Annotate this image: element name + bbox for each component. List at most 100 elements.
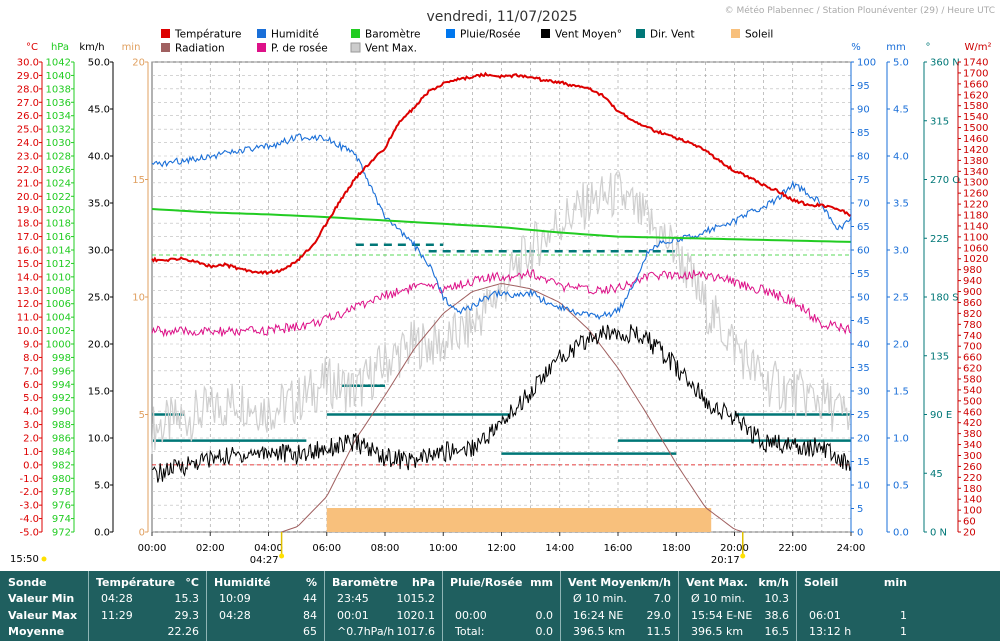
wind-tick-label: 10.0 (88, 434, 110, 445)
barometer-tick-label: 1032 (46, 125, 71, 136)
legend-label: Soleil (745, 29, 773, 41)
barometer-tick-label: 986 (52, 434, 71, 445)
stats-cell: 29.3 (174, 609, 200, 622)
legend-label: Baromètre (365, 29, 421, 41)
wind-tick-label: 35.0 (88, 199, 110, 210)
temperature-tick-label: 8.0 (23, 353, 39, 364)
barometer-tick-label: 980 (52, 474, 71, 485)
unit-rain: mm (886, 42, 905, 53)
sunshine-tick-label: 10 (132, 293, 145, 304)
radiation-tick-label: 500 (963, 396, 982, 407)
wind-tick-label: 20.0 (88, 340, 110, 351)
stats-column: Pluie/Rosée mm 00:00 0.0 Total: 0.0 (442, 571, 561, 641)
legend-swatch (541, 29, 550, 38)
temperature-tick-label: 30.0 (17, 58, 39, 69)
radiation-tick-label: 660 (963, 353, 982, 364)
radiation-tick-label: 900 (963, 287, 982, 298)
stats-cell: min (883, 576, 907, 589)
temperature-tick-label: 0.0 (23, 460, 39, 471)
stats-cell: km/h (640, 576, 671, 589)
rain-tick-label: 4.0 (893, 152, 909, 163)
stats-cell: 84 (303, 609, 317, 622)
humidity-tick-label: 65 (857, 222, 870, 233)
stats-cell: Ø 10 min. (573, 592, 627, 605)
temperature-tick-label: -5.0 (19, 528, 39, 539)
barometer-tick-label: 1038 (46, 84, 71, 95)
stats-cell: 15:54 E-NE (691, 609, 753, 622)
temperature-tick-label: 24.0 (17, 138, 39, 149)
chart-title: vendredi, 11/07/2025 (426, 9, 577, 25)
barometer-tick-label: 1042 (46, 58, 71, 69)
radiation-tick-label: 940 (963, 276, 982, 287)
barometer-tick-label: 982 (52, 460, 71, 471)
stats-cell: hPa (411, 576, 435, 589)
temperature-tick-label: 27.0 (17, 98, 39, 109)
stats-cell: mm (530, 576, 553, 589)
stats-cell: 396.5 km (691, 625, 744, 638)
barometer-tick-label: 1026 (46, 165, 71, 176)
humidity-tick-label: 75 (857, 175, 870, 186)
barometer-tick-label: 974 (52, 514, 71, 525)
radiation-tick-label: 740 (963, 331, 982, 342)
wind-tick-label: 5.0 (94, 481, 110, 492)
stats-cell: Valeur Min (8, 592, 75, 605)
humidity-tick-label: 90 (857, 105, 870, 116)
sunset-icon (740, 553, 746, 559)
temperature-tick-label: 9.0 (23, 340, 39, 351)
direction-tick-label: 225 (930, 234, 949, 245)
barometer-tick-label: 1010 (46, 272, 71, 283)
series-p-de-rosée (151, 268, 852, 338)
legend-swatch (636, 29, 645, 38)
radiation-tick-label: 300 (963, 451, 982, 462)
legend-swatch (731, 29, 740, 38)
stats-cell: 0.0 (535, 609, 554, 622)
stats-column: Vent Moyen km/h Ø 10 min. 7.0 16:24 NE 29.0 39… (560, 571, 679, 641)
unit-baro: hPa (51, 42, 69, 53)
rain-tick-label: 0.5 (893, 481, 909, 492)
x-tick-label: 06:00 (312, 543, 341, 554)
radiation-tick-label: 260 (963, 462, 982, 473)
unit-dir: ° (926, 42, 931, 53)
stats-cell: 1 (900, 625, 907, 638)
barometer-tick-label: 988 (52, 420, 71, 431)
x-tick-label: 22:00 (778, 543, 807, 554)
wind-tick-label: 40.0 (88, 152, 110, 163)
humidity-tick-label: 60 (857, 246, 870, 257)
barometer-tick-label: 996 (52, 366, 71, 377)
stats-cell: 10.3 (764, 592, 790, 605)
stats-cell: 11.5 (646, 625, 672, 638)
temperature-tick-label: 4.0 (23, 407, 39, 418)
legend-swatch (351, 29, 360, 38)
temperature-tick-label: -4.0 (19, 514, 39, 525)
series-humidité (151, 133, 852, 321)
radiation-tick-label: 340 (963, 440, 982, 451)
stats-column: Vent Max. km/h Ø 10 min. 10.3 15:54 E-NE 38.6… (678, 571, 797, 641)
stats-cell: 00:01 (337, 609, 369, 622)
series-température (151, 71, 852, 276)
radiation-tick-label: 1180 (963, 211, 988, 222)
copyright: © Météo Plabennec / Station Plounéventer… (725, 5, 995, 16)
stats-cell: 23:45 (337, 592, 369, 605)
wind-tick-label: 0.0 (94, 528, 110, 539)
humidity-tick-label: 45 (857, 316, 870, 327)
x-tick-label: 10:00 (429, 543, 458, 554)
humidity-tick-label: 95 (857, 81, 870, 92)
temperature-tick-label: -1.0 (19, 474, 39, 485)
stats-cell: 22.26 (167, 625, 200, 638)
sunset-label: 20:17 (711, 555, 740, 566)
temperature-tick-label: 6.0 (23, 380, 39, 391)
humidity-tick-label: 25 (857, 410, 870, 421)
humidity-tick-label: 80 (857, 152, 870, 163)
rain-tick-label: 3.0 (893, 246, 909, 257)
wind-tick-label: 30.0 (88, 246, 110, 257)
stats-cell: 65 (303, 625, 317, 638)
stats-cell: Température (96, 576, 176, 589)
temperature-tick-label: 11.0 (17, 313, 39, 324)
legend-label: Vent Max. (365, 43, 417, 55)
humidity-tick-label: 85 (857, 128, 870, 139)
direction-tick-label: 90 E (930, 410, 952, 421)
humidity-tick-label: 15 (857, 457, 870, 468)
legend-label: Pluie/Rosée (460, 29, 520, 41)
barometer-tick-label: 1024 (46, 178, 71, 189)
temperature-tick-label: 29.0 (17, 71, 39, 82)
